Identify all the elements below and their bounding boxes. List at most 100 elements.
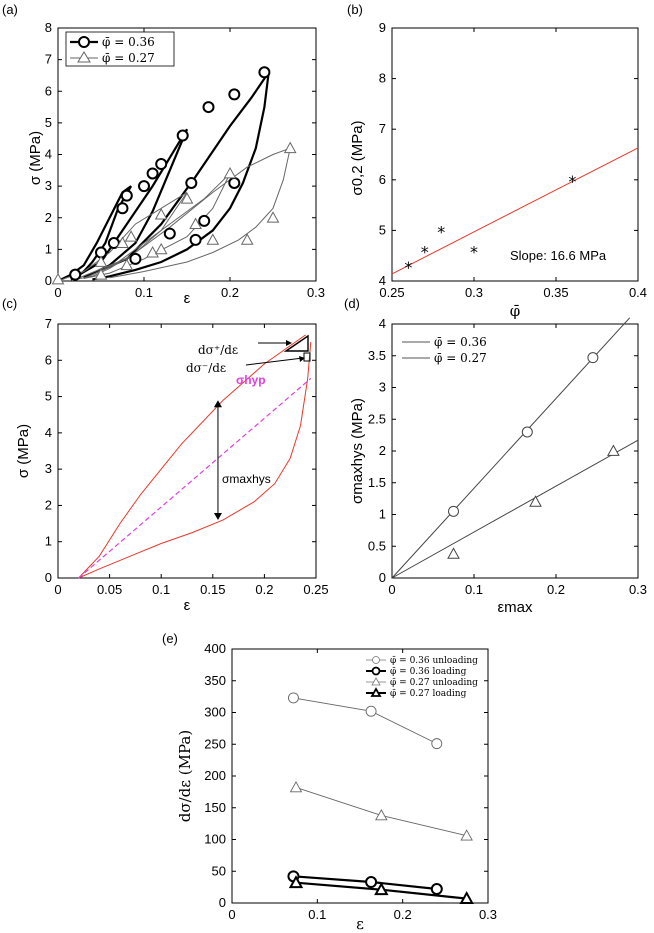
- y-tick-label: 1: [45, 241, 52, 256]
- slope-marker: [303, 352, 311, 362]
- annotation-dsig-minus: dσ⁻/dε: [186, 361, 226, 375]
- data-point-star: *: [470, 243, 478, 262]
- data-point-triangle: [289, 781, 303, 793]
- data-point-triangle: [154, 242, 168, 255]
- panel-d: (d) 0 0.1 0.2 0.3 0 0.5 1 1.5 2 2.5 3 3.5 4 σmaxhys …: [344, 296, 647, 616]
- triangle-marker-icon: [370, 687, 382, 697]
- x-tick-label: 0.25: [303, 582, 328, 597]
- y-tick-label: 0: [45, 273, 52, 288]
- x-tick-label: 0.2: [394, 907, 412, 922]
- panel-b-xlabel: φ̄: [510, 302, 521, 320]
- annotation-sig-hyp: σhyp: [236, 373, 266, 387]
- data-point-circle: [155, 157, 168, 170]
- y-tick-label: 7: [45, 52, 52, 67]
- panel-a: (a) 0 0.1 0.2 0.3 0 1 2 3 4 5 6 7 8 σ (MPa) ε φ̄ = 0…: [2, 2, 325, 307]
- data-point-triangle: [120, 258, 134, 271]
- panel-c-ylabel: σ (MPa): [15, 424, 32, 478]
- y-tick-label: 3: [379, 380, 386, 395]
- arrow-head-down-icon: [213, 512, 222, 520]
- panel-d-ylabel: σmaxhys (MPa): [349, 398, 366, 504]
- annotation-sig-hys-max: σmaxhys: [222, 472, 271, 486]
- series-1-curve: [75, 173, 231, 280]
- data-point-circle: [448, 505, 459, 517]
- panel-e: (e) 0 0.1 0.2 0.3 0 50 100 150 200 250 300 350 400 d…: [162, 631, 497, 933]
- data-point-triangle: [607, 444, 620, 456]
- unloading-curve: [78, 342, 312, 579]
- legend-label-036: φ̄ = 0.36: [102, 35, 155, 49]
- x-tick-label: 0: [228, 907, 235, 922]
- data-point-circle: [176, 129, 189, 142]
- data-point-triangle: [223, 166, 237, 179]
- y-tick-label: 8: [45, 20, 52, 35]
- y-tick-label: 6: [45, 83, 52, 98]
- series-1-curve: [109, 148, 291, 279]
- panel-b-frame: [391, 27, 639, 282]
- x-tick-label: 0.2: [547, 582, 565, 597]
- x-tick-label: 0.1: [465, 582, 483, 597]
- y-tick-label: 2: [379, 443, 386, 458]
- y-tick-label: 8: [379, 71, 386, 86]
- arrow-head-right-icon: [299, 356, 305, 362]
- legend-label-036-unloading: φ̄ = 0.36 unloading: [390, 656, 478, 666]
- legend-label-027: φ̄ = 0.27: [434, 351, 487, 365]
- panel-b-ylabel: σ0,2 (MPa): [349, 120, 366, 195]
- data-point-star: *: [568, 172, 576, 191]
- fit-line-1: [391, 439, 639, 579]
- panel-d-ticks: 0 0.1 0.2 0.3 0 0.5 1 1.5 2 2.5 3 3.5 4: [368, 316, 647, 597]
- sigma-hyp-line: [78, 377, 312, 579]
- data-point-triangle: [529, 495, 542, 507]
- x-tick-label: 0.2: [255, 582, 273, 597]
- panel-a-curves: [57, 71, 291, 282]
- legend-label-027: φ̄ = 0.27: [102, 51, 155, 65]
- y-tick-label: 5: [45, 389, 52, 404]
- panel-e-ticks: 0 0.1 0.2 0.3 0 50 100 150 200 250 300 350 400: [204, 641, 497, 922]
- panel-d-plot: [391, 317, 639, 579]
- panel-a-ylabel: σ (MPa): [27, 131, 44, 185]
- x-tick-label: 0.25: [379, 285, 404, 300]
- panel-e-xlabel: ε: [356, 915, 364, 933]
- fit-line: [391, 147, 639, 275]
- data-point-triangle: [288, 875, 304, 889]
- data-point-triangle: [374, 882, 389, 896]
- y-tick-label: 200: [204, 768, 226, 783]
- data-point-triangle: [240, 233, 254, 245]
- panel-a-legend: φ̄ = 0.36 φ̄ = 0.27: [65, 31, 175, 67]
- y-tick-label: 4: [45, 147, 52, 162]
- x-tick-label: 0: [388, 582, 395, 597]
- y-tick-label: 2.5: [368, 411, 386, 426]
- data-point-star: *: [437, 222, 445, 241]
- circle-marker-icon: [371, 666, 381, 676]
- y-tick-label: 4: [379, 316, 386, 331]
- y-tick-label: 2: [45, 497, 52, 512]
- data-point-circle: [521, 426, 533, 438]
- y-tick-label: 1: [45, 534, 52, 549]
- y-tick-label: 0: [219, 895, 226, 910]
- data-point-triangle: [206, 233, 220, 245]
- data-point-circle: [185, 176, 198, 189]
- arrow-head-up-icon: [213, 400, 222, 408]
- data-point-circle: [129, 252, 142, 265]
- circle-marker-icon: [372, 656, 380, 664]
- y-tick-label: 400: [204, 641, 226, 656]
- data-point-circle: [138, 180, 150, 193]
- y-tick-label: 9: [379, 20, 386, 35]
- annotation-dsig-plus: dσ⁺/dε: [198, 343, 238, 357]
- x-tick-label: 0.05: [97, 582, 122, 597]
- data-point-triangle: [146, 246, 159, 258]
- triangle-marker-icon: [371, 677, 381, 686]
- data-point-circle: [198, 214, 211, 227]
- data-point-triangle: [94, 255, 108, 267]
- x-tick-label: 0.3: [479, 907, 497, 922]
- y-tick-label: 300: [204, 705, 226, 720]
- panel-b-plot: * * * * *: [391, 147, 639, 277]
- y-tick-label: 6: [45, 352, 52, 367]
- x-tick-label: 0.1: [152, 582, 170, 597]
- data-point-circle: [146, 167, 159, 180]
- y-tick-label: 0.5: [368, 538, 386, 553]
- y-tick-label: 2: [45, 210, 52, 225]
- x-tick-label: 0.4: [629, 285, 647, 300]
- data-point-circle: [431, 738, 443, 750]
- y-tick-label: 50: [212, 863, 226, 878]
- y-tick-label: 1.5: [368, 475, 386, 490]
- series-1-curve: [83, 173, 231, 279]
